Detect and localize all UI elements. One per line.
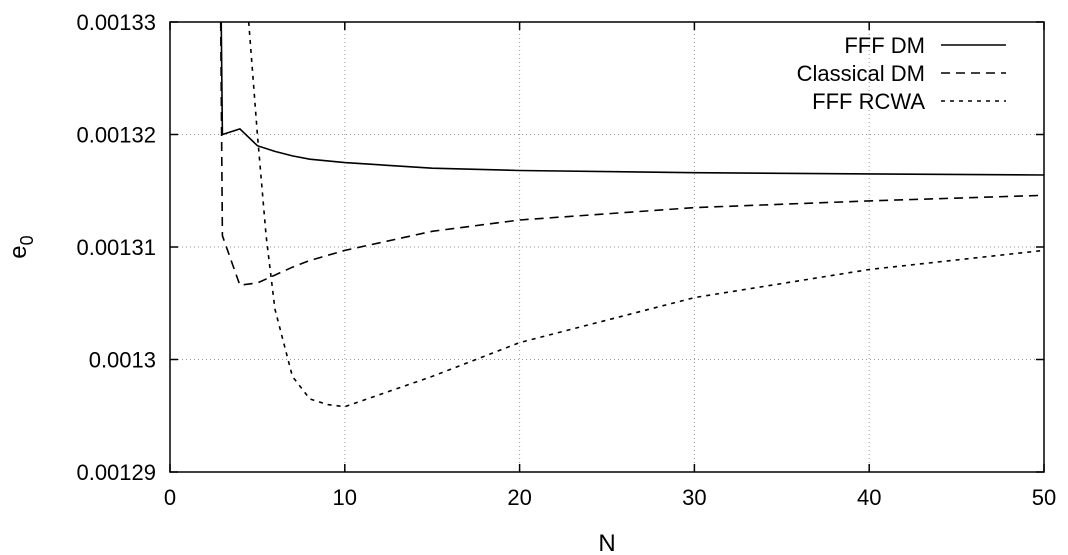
y-axis-label-main: e	[5, 245, 32, 258]
y-tick-label: 0.0013	[89, 348, 156, 373]
x-tick-label: 10	[333, 485, 357, 510]
y-tick-label: 0.00133	[76, 10, 156, 35]
ticks: 0 10 20 30 40 50 0.00129 0.0013 0.00131 0.00132 0.…	[76, 10, 1056, 510]
series-group	[219, 22, 1044, 408]
x-tick-label: 50	[1032, 485, 1056, 510]
legend-label-3: FFF RCWA	[812, 89, 925, 114]
x-tick-label: 30	[682, 485, 706, 510]
legend-label-2: Classical DM	[797, 61, 925, 86]
legend: FFF DM Classical DM FFF RCWA	[797, 33, 1006, 114]
grid	[170, 22, 1044, 472]
legend-label-1: FFF DM	[844, 33, 925, 58]
x-tick-label: 40	[857, 485, 881, 510]
x-tick-label: 0	[164, 485, 176, 510]
y-axis-label-subscript: 0	[17, 235, 37, 245]
y-axis-label: e0	[5, 235, 37, 258]
series-line-1	[220, 22, 1044, 176]
y-tick-label: 0.00132	[76, 123, 156, 148]
y-tick-label: 0.00131	[76, 235, 156, 260]
x-axis-label: N	[598, 530, 615, 555]
x-tick-label: 20	[507, 485, 531, 510]
y-tick-label: 0.00129	[76, 460, 156, 485]
